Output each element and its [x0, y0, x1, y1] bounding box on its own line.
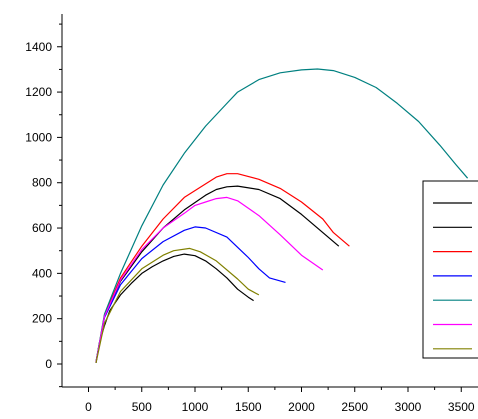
x-tick-label: 500 [132, 400, 152, 414]
series-line-7 [95, 247, 260, 364]
x-tick-label: 2000 [288, 400, 315, 414]
x-tick-label: 2500 [341, 400, 368, 414]
series-group [95, 68, 469, 364]
x-tick-label: 0 [85, 400, 92, 414]
y-tick-label: 200 [32, 312, 52, 326]
series-line-1 [95, 253, 254, 363]
series-line-4 [95, 226, 286, 363]
axes: 0 200 400 600 800 1000 1200 1400 0 500 1000 1500 200… [25, 14, 478, 414]
x-tick-label: 3000 [395, 400, 422, 414]
series-line-5 [95, 68, 469, 362]
series-line-3 [95, 173, 350, 363]
x-tick-label: 1000 [182, 400, 209, 414]
y-tick-label: 1000 [25, 130, 52, 144]
y-tick-label: 0 [45, 357, 52, 371]
y-tick-label: 600 [32, 221, 52, 235]
y-tick-label: 400 [32, 266, 52, 280]
x-tick-label: 1500 [235, 400, 262, 414]
legend-box [422, 180, 478, 359]
series-line-6 [95, 196, 324, 363]
x-tick-label: 3500 [448, 400, 475, 414]
y-tick-label: 800 [32, 176, 52, 190]
y-tick-label: 1200 [25, 85, 52, 99]
y-tick-label: 1400 [25, 40, 52, 54]
series-line-2 [95, 185, 340, 363]
legend [422, 180, 478, 359]
